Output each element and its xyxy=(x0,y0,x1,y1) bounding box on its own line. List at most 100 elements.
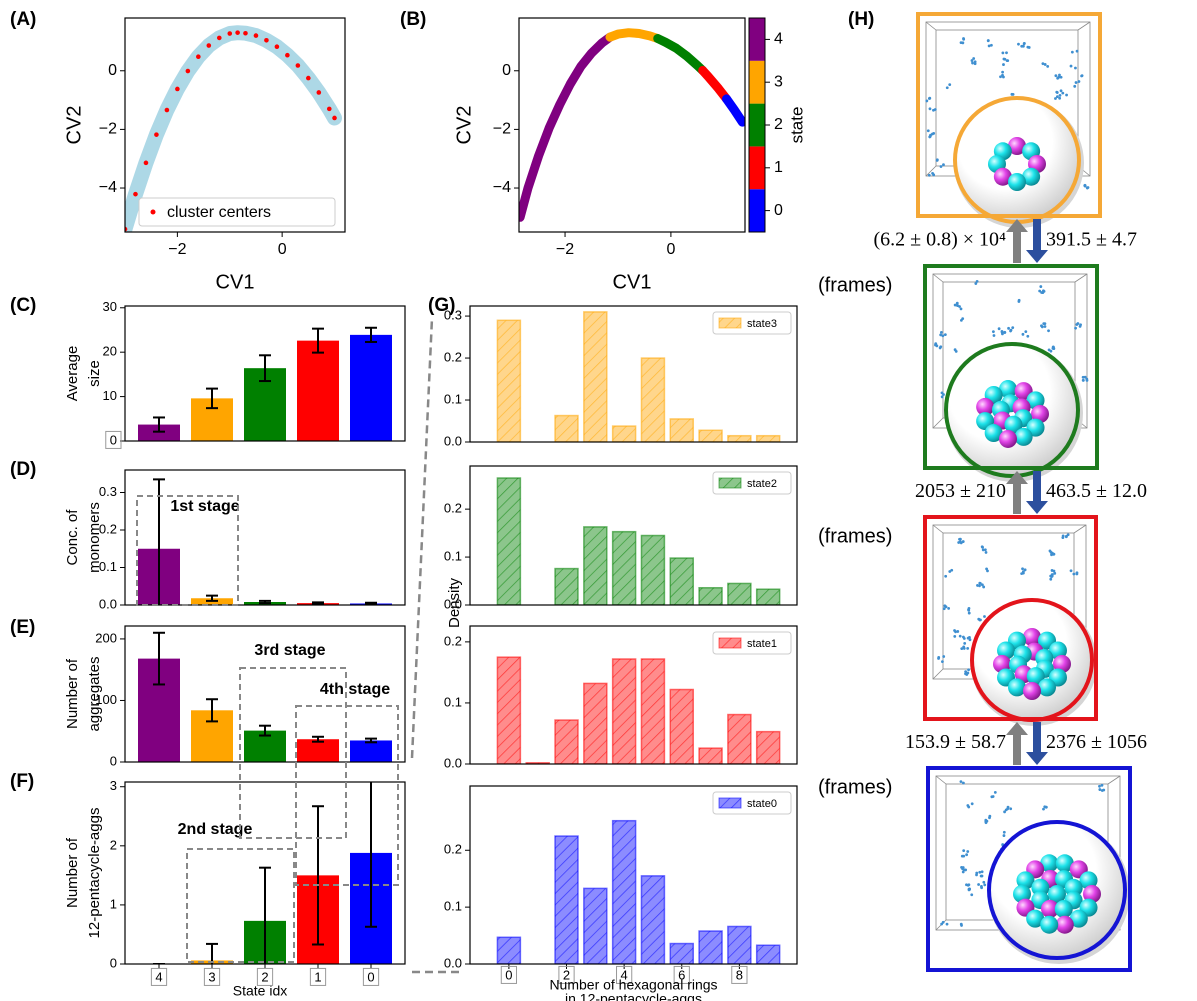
speckle xyxy=(927,129,930,132)
annotation: 3rd stage xyxy=(254,642,325,659)
y-tick-label: −4 xyxy=(493,179,511,196)
speckle xyxy=(1098,785,1101,788)
histogram-bar xyxy=(584,683,607,764)
panel-label: (F) xyxy=(10,771,34,792)
speckle xyxy=(986,820,989,823)
sim-box-edge xyxy=(936,776,946,784)
speckle xyxy=(1101,789,1104,792)
speckle xyxy=(967,668,970,671)
scatter-point xyxy=(296,63,301,68)
histogram-bar xyxy=(728,583,751,605)
atom xyxy=(1008,678,1026,696)
speckle xyxy=(971,802,974,805)
speckle xyxy=(978,619,981,622)
speckle xyxy=(978,582,981,585)
scatter-band xyxy=(658,39,703,71)
speckle xyxy=(954,304,957,307)
scatter-point xyxy=(217,36,222,41)
histogram-bar xyxy=(670,944,693,964)
colorbar-tick-label: 1 xyxy=(774,159,783,176)
snapshot xyxy=(918,14,1100,228)
speckle xyxy=(942,655,945,658)
y-tick-label: 0.0 xyxy=(444,755,462,770)
speckle xyxy=(1026,335,1029,338)
colorbar-segment xyxy=(749,61,765,104)
speckle xyxy=(1073,85,1076,88)
y-axis-label: monomers xyxy=(86,502,103,573)
histogram-bar xyxy=(641,659,664,764)
speckle xyxy=(982,549,985,552)
histogram-bar xyxy=(613,426,636,442)
speckle xyxy=(932,173,935,176)
unit-label: (frames) xyxy=(818,525,892,547)
y-tick-label: −4 xyxy=(99,179,117,196)
speckle xyxy=(1021,567,1024,570)
speckle xyxy=(1052,347,1055,350)
speckle xyxy=(1046,65,1049,68)
panel-label: (H) xyxy=(848,9,874,30)
speckle xyxy=(1082,376,1085,379)
speckle xyxy=(981,875,984,878)
speckle xyxy=(962,540,965,543)
speckle xyxy=(1075,323,1078,326)
scatter-point xyxy=(306,76,311,81)
legend-label: state3 xyxy=(747,318,777,330)
y-tick-label: 10 xyxy=(103,388,117,403)
y-tick-label: 0 xyxy=(108,62,117,79)
y-tick-label: 0.1 xyxy=(444,899,462,914)
bar xyxy=(297,341,339,441)
scatter-point xyxy=(207,43,212,48)
speckle xyxy=(966,647,969,650)
speckle xyxy=(954,348,957,351)
y-tick-label: 0.0 xyxy=(444,433,462,448)
sim-box-edge xyxy=(1074,525,1086,533)
unit-label: (frames) xyxy=(818,274,892,296)
speckle xyxy=(925,100,928,103)
y-tick-label: −2 xyxy=(99,121,117,138)
plot-area xyxy=(520,33,742,218)
speckle xyxy=(990,44,993,47)
speckle xyxy=(1007,327,1010,330)
speckle xyxy=(943,604,946,607)
y-tick-label: 0 xyxy=(110,955,117,970)
x-tick-label: 1 xyxy=(314,969,321,984)
legend-label: state2 xyxy=(747,478,777,490)
bar xyxy=(350,335,392,441)
speckle xyxy=(967,883,970,886)
speckle xyxy=(966,804,969,807)
speckle xyxy=(959,635,962,638)
x-tick-label: 0 xyxy=(367,969,374,984)
speckle xyxy=(1028,46,1031,49)
speckle xyxy=(1065,94,1068,97)
speckle xyxy=(1060,89,1063,92)
speckle xyxy=(1005,51,1008,54)
speckle xyxy=(941,660,944,663)
speckle xyxy=(1075,573,1078,576)
speckle xyxy=(965,673,968,676)
histogram-bar xyxy=(670,419,693,442)
atom xyxy=(1055,900,1073,918)
histogram-bar xyxy=(584,888,607,964)
speckle xyxy=(981,870,984,873)
histogram-bar xyxy=(641,358,664,442)
y-tick-label: 1 xyxy=(110,896,117,911)
speckle xyxy=(1007,806,1010,809)
speckle xyxy=(1001,71,1004,74)
speckle xyxy=(974,60,977,63)
speckle xyxy=(937,657,940,660)
speckle xyxy=(962,636,965,639)
sim-box-edge xyxy=(933,669,943,679)
colorbar-segment xyxy=(749,104,765,147)
speckle xyxy=(1003,58,1006,61)
panel-label: (D) xyxy=(10,459,36,480)
colorbar-tick-label: 2 xyxy=(774,116,783,133)
speckle xyxy=(1011,326,1014,329)
figure: (H) (A)−4−20−20CV2CV1cluster centers(B)−… xyxy=(0,0,1197,1001)
speckle xyxy=(943,607,946,610)
scatter-point xyxy=(196,54,201,59)
colorbar-segment xyxy=(749,146,765,189)
scatter-point xyxy=(144,161,149,166)
y-tick-label: 0.1 xyxy=(444,549,462,564)
colorbar-tick-label: 3 xyxy=(774,73,783,90)
x-tick-label: 4 xyxy=(155,969,162,984)
